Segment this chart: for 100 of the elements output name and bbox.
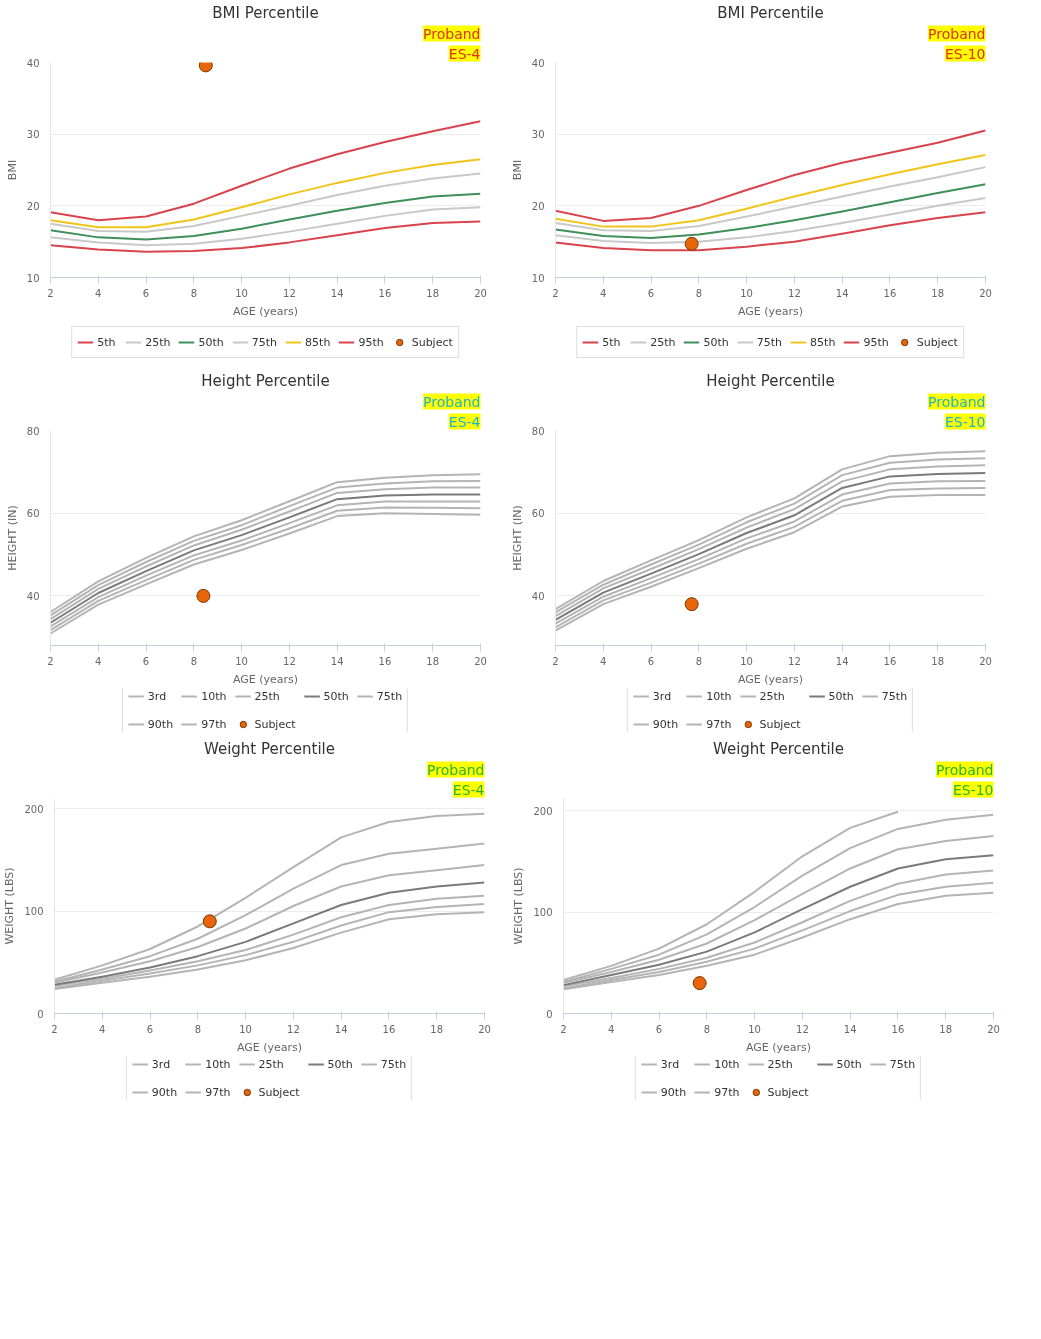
y-tick-label: 200 — [533, 805, 553, 817]
text: ES-10 — [944, 413, 986, 430]
legend-label: Subject — [411, 335, 453, 349]
legend-label: 50th — [703, 335, 729, 349]
legend-label: 5th — [602, 335, 622, 349]
legend-label: 25th — [145, 335, 171, 349]
y-tick-label: 40 — [26, 57, 40, 69]
legend-label: 25th — [254, 689, 280, 703]
y-tick-label: 30 — [26, 129, 40, 141]
x-tick-label: 20 — [474, 287, 487, 299]
text: Proband — [936, 761, 994, 778]
x-axis-title: AGE (years) — [745, 1040, 812, 1054]
x-tick-label: 10 — [235, 287, 248, 299]
x-tick-label: 2 — [560, 1023, 567, 1035]
y-tick-label: 100 — [24, 906, 44, 918]
legend-label: 3rd — [151, 1057, 172, 1071]
y-axis-title: BMI — [510, 159, 524, 181]
x-tick-label: 18 — [931, 655, 945, 667]
x-tick-label: 12 — [788, 655, 801, 667]
legend-label: 75th — [756, 335, 783, 349]
chart-title: BMI Percentile — [212, 3, 319, 22]
x-tick-label: 20 — [979, 287, 992, 299]
legend-label: 85th — [810, 335, 836, 349]
legend-label: 90th — [660, 1085, 687, 1099]
y-tick-label: 20 — [26, 200, 40, 212]
x-tick-label: 10 — [748, 1023, 761, 1035]
y-axis-title: HEIGHT (IN) — [5, 505, 19, 571]
x-tick-label: 20 — [474, 655, 487, 667]
y-tick-label: 80 — [531, 425, 545, 437]
x-tick-label: 4 — [95, 655, 102, 667]
legend-label: 25th — [767, 1057, 793, 1071]
x-tick-label: 6 — [142, 287, 150, 299]
text: ES-10 — [952, 781, 994, 798]
text: ES-4 — [452, 781, 485, 798]
x-tick-label: 4 — [95, 287, 102, 299]
x-tick-label: 6 — [647, 287, 655, 299]
x-tick-label: 6 — [146, 1023, 154, 1035]
x-tick-label: 20 — [987, 1023, 1000, 1035]
legend-label: 50th — [828, 689, 854, 703]
chart-title: Weight Percentile — [712, 739, 845, 758]
y-tick-label: 80 — [26, 425, 40, 437]
x-tick-label: 4 — [600, 287, 607, 299]
y-axis-title: WEIGHT (LBS) — [3, 867, 17, 945]
legend-label: Subject — [759, 717, 801, 731]
y-tick-label: 10 — [531, 272, 545, 284]
legend-label: 97th — [201, 717, 227, 731]
x-tick-label: 10 — [239, 1023, 252, 1035]
y-axis-title: BMI — [5, 159, 19, 181]
x-axis-title: AGE (years) — [737, 304, 804, 318]
x-tick-label: 12 — [283, 287, 296, 299]
x-tick-label: 12 — [796, 1023, 809, 1035]
x-tick-label: 18 — [939, 1023, 953, 1035]
x-tick-label: 8 — [703, 1023, 711, 1035]
x-tick-label: 16 — [378, 655, 392, 667]
x-tick-label: 10 — [235, 655, 248, 667]
x-tick-label: 10 — [740, 287, 753, 299]
legend-label: Subject — [916, 335, 958, 349]
y-tick-label: 0 — [37, 1008, 44, 1020]
text: Proband — [423, 393, 481, 410]
legend-label: 10th — [714, 1057, 740, 1071]
legend-label: 95th — [358, 335, 384, 349]
legend-label: 50th — [836, 1057, 862, 1071]
x-tick-label: 20 — [979, 655, 992, 667]
text: ES-4 — [448, 45, 481, 62]
y-tick-label: 40 — [531, 590, 545, 602]
x-tick-label: 10 — [740, 655, 753, 667]
legend-label: 3rd — [652, 689, 673, 703]
legend-label: 75th — [251, 335, 278, 349]
x-tick-label: 16 — [891, 1023, 905, 1035]
legend-label: 5th — [97, 335, 117, 349]
y-tick-label: 100 — [533, 907, 553, 919]
legend-label: 3rd — [147, 689, 168, 703]
x-tick-label: 16 — [883, 287, 897, 299]
legend-label: 97th — [714, 1085, 740, 1099]
x-tick-label: 16 — [883, 655, 897, 667]
x-tick-label: 16 — [378, 287, 392, 299]
text: Proband — [423, 25, 481, 42]
text: Proband — [928, 25, 986, 42]
y-tick-label: 40 — [26, 590, 40, 602]
x-axis-title: AGE (years) — [232, 304, 299, 318]
y-tick-label: 200 — [24, 803, 44, 815]
y-axis-title: HEIGHT (IN) — [510, 505, 524, 571]
y-tick-label: 60 — [531, 508, 545, 520]
x-tick-label: 4 — [99, 1023, 106, 1035]
x-tick-label: 14 — [330, 655, 344, 667]
legend-label: 90th — [147, 717, 174, 731]
legend-label: Subject — [767, 1085, 809, 1099]
legend-label: 50th — [323, 689, 349, 703]
x-tick-label: 8 — [190, 655, 198, 667]
x-tick-label: 4 — [600, 655, 607, 667]
legend-label: 75th — [380, 1057, 407, 1071]
x-tick-label: 12 — [283, 655, 296, 667]
legend-label: 25th — [759, 689, 785, 703]
x-tick-label: 16 — [382, 1023, 396, 1035]
text: ES-10 — [944, 45, 986, 62]
legend-label: 90th — [151, 1085, 178, 1099]
x-tick-label: 18 — [931, 287, 945, 299]
legend-label: 50th — [198, 335, 224, 349]
text: ES-4 — [448, 413, 481, 430]
x-tick-label: 2 — [47, 655, 54, 667]
